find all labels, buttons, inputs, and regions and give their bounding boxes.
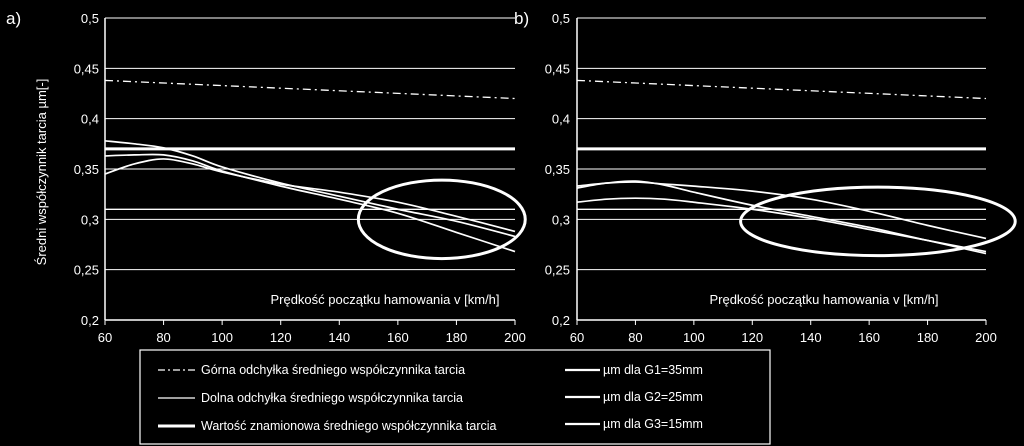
legend-item-nominal-value: Wartość znamionowa średniego współczynni… (201, 419, 497, 433)
highlight-ellipse (739, 185, 1017, 258)
x-tick-label: 140 (800, 330, 822, 345)
legend-item-g2: µm dla G2=25mm (603, 390, 703, 404)
y-tick-label: 0,45 (545, 61, 570, 76)
y-tick-label: 0,45 (74, 61, 99, 76)
y-tick-label: 0,3 (552, 212, 570, 227)
y-tick-label: 0,25 (545, 263, 570, 278)
series-line (104, 153, 516, 253)
x-tick-label: 100 (683, 330, 705, 345)
series-line (576, 197, 987, 253)
legend: Górna odchyłka średniego współczynnika t… (139, 349, 771, 445)
y-tick-label: 0,4 (81, 112, 99, 127)
y-tick-label: 0,5 (81, 11, 99, 26)
x-tick-label: 140 (328, 330, 350, 345)
series-line (576, 79, 987, 100)
y-tick-label: 0,25 (74, 263, 99, 278)
series-line (104, 79, 516, 100)
series-line (104, 139, 516, 238)
series-line (576, 180, 987, 255)
chart-panel-b: b) Prędkość początku hamowania v [km/h] … (514, 9, 1017, 345)
x-tick-label: 180 (917, 330, 939, 345)
y-tick-label: 0,4 (552, 112, 570, 127)
panel-label-b: b) (514, 9, 529, 28)
y-tick-label: 0,35 (545, 162, 570, 177)
y-axis-label: Średni współczynnik tarcia µm[-] (34, 79, 49, 266)
x-tick-label: 200 (504, 330, 526, 345)
x-tick-label: 160 (858, 330, 880, 345)
x-tick-label: 160 (387, 330, 409, 345)
x-tick-label: 120 (270, 330, 292, 345)
y-tick-label: 0,2 (81, 313, 99, 328)
legend-frame (139, 349, 771, 445)
x-tick-label: 60 (98, 330, 112, 345)
chart-panel-a: a) Średni współczynnik tarcia µm[-] Pręd… (6, 9, 527, 345)
legend-item-g1: µm dla G1=35mm (603, 363, 703, 377)
legend-item-lower-deviation: Dolna odchyłka średniego współczynnika t… (201, 391, 463, 405)
x-tick-label: 60 (570, 330, 584, 345)
legend-item-g3: µm dla G3=15mm (603, 417, 703, 431)
x-tick-label: 100 (211, 330, 233, 345)
legend-item-upper-deviation: Górna odchyłka średniego współczynnika t… (201, 363, 465, 377)
panel-label-a: a) (6, 9, 21, 28)
x-axis-label-a: Prędkość początku hamowania v [km/h] (270, 292, 499, 307)
x-tick-label: 80 (628, 330, 642, 345)
x-tick-label: 200 (975, 330, 997, 345)
highlight-ellipse (356, 178, 527, 261)
x-tick-label: 120 (741, 330, 763, 345)
x-tick-label: 180 (446, 330, 468, 345)
y-tick-label: 0,5 (552, 11, 570, 26)
x-axis-label-b: Prędkość początku hamowania v [km/h] (709, 292, 938, 307)
y-tick-label: 0,35 (74, 162, 99, 177)
y-tick-label: 0,2 (552, 313, 570, 328)
x-tick-label: 80 (156, 330, 170, 345)
y-tick-label: 0,3 (81, 212, 99, 227)
